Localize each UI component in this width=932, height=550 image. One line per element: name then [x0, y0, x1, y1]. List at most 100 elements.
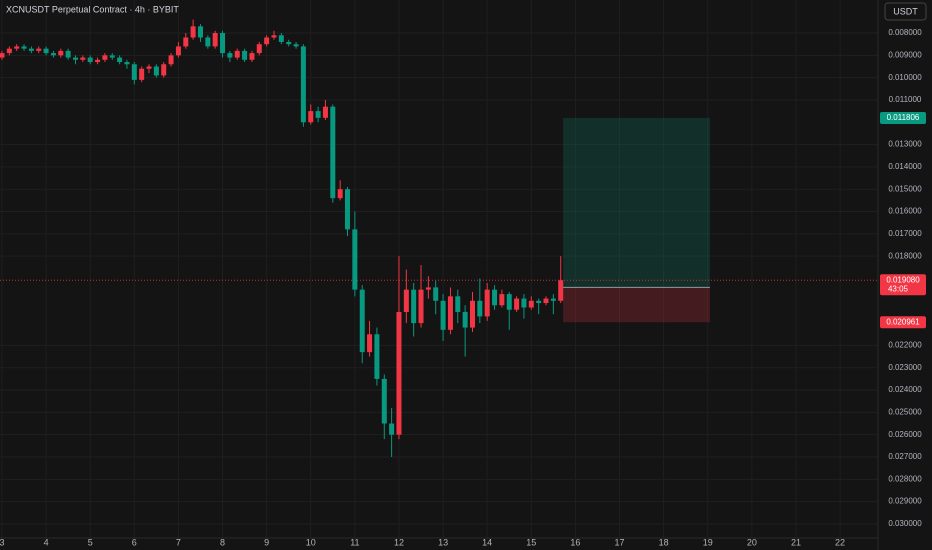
- y-tick-label: 0.015000: [888, 184, 922, 193]
- countdown: 43:05: [888, 284, 909, 293]
- x-tick-label: 4: [44, 537, 49, 547]
- candle-body: [21, 46, 27, 49]
- currency-button-label[interactable]: USDT: [893, 6, 918, 16]
- x-tick-label: 14: [482, 537, 492, 547]
- y-tick-label: 0.017000: [888, 229, 922, 238]
- candle-body: [492, 289, 498, 306]
- grid: [0, 0, 878, 538]
- x-tick-label: 18: [659, 537, 669, 547]
- candle-body: [278, 35, 284, 42]
- candle-body: [374, 334, 380, 379]
- candle-body: [50, 53, 56, 56]
- candle-body: [521, 298, 527, 308]
- candle-body: [271, 35, 277, 38]
- candle-body: [447, 296, 453, 330]
- position: [0, 117, 878, 323]
- candle-body: [256, 44, 262, 54]
- stop-label: 0.020961: [886, 317, 920, 326]
- candle-body: [153, 66, 159, 76]
- candle-body: [528, 300, 534, 308]
- candle-body: [396, 311, 402, 435]
- x-tick-label: 7: [176, 537, 181, 547]
- candle-body: [425, 287, 431, 290]
- candle-body: [389, 423, 395, 435]
- y-tick-label: 0.014000: [888, 162, 922, 171]
- x-tick-label: 5: [88, 537, 93, 547]
- candle-body: [117, 57, 123, 63]
- stop-label-box: [880, 316, 926, 329]
- candle-body: [109, 55, 115, 58]
- y-tick-label: 0.026000: [888, 430, 922, 439]
- y-tick-label: 0.030000: [888, 519, 922, 528]
- candle-body: [220, 33, 226, 54]
- x-tick-label: 15: [526, 537, 536, 547]
- x-tick-label: 16: [570, 537, 580, 547]
- candle-body: [367, 334, 373, 353]
- candle-body: [477, 300, 483, 317]
- y-tick-label: 0.008000: [888, 28, 922, 37]
- target-label-box: [880, 111, 926, 124]
- candle-body: [506, 294, 512, 310]
- candle-body: [36, 48, 42, 51]
- candle-body: [499, 294, 505, 306]
- y-tick-label: 0.024000: [888, 385, 922, 394]
- x-tick-label: 9: [264, 537, 269, 547]
- target-zone: [563, 117, 710, 288]
- candle-body: [58, 50, 64, 56]
- x-tick-label: 13: [438, 537, 448, 547]
- y-tick-label: 0.011000: [889, 95, 922, 104]
- candle-body: [249, 53, 255, 60]
- candle-body: [139, 68, 145, 80]
- y-tick-label: 0.013000: [888, 140, 922, 149]
- candle-body: [190, 26, 196, 38]
- stop-zone: [563, 287, 710, 323]
- candle-body: [95, 59, 101, 63]
- candle-body: [352, 229, 358, 290]
- candle-body: [344, 189, 350, 230]
- candle-body: [484, 289, 490, 317]
- candle-body: [65, 50, 71, 58]
- y-tick-label: 0.028000: [888, 474, 922, 483]
- x-tick-label: 11: [350, 537, 359, 547]
- x-tick-label: 12: [394, 537, 404, 547]
- y-tick-label: 0.009000: [888, 50, 922, 59]
- candle-body: [470, 300, 476, 328]
- x-tick-label: 19: [703, 537, 713, 547]
- candle-body: [543, 298, 549, 304]
- candle-body: [205, 37, 211, 47]
- candle-body: [146, 66, 152, 69]
- candle-body: [28, 48, 34, 51]
- candle-body: [403, 289, 409, 312]
- currency-button[interactable]: [884, 2, 927, 21]
- axes: 0.008000 0.009000 0.010000 0.011000 0.013000…: [0, 28, 926, 547]
- candle-body: [234, 50, 240, 58]
- x-tick-label: 10: [306, 537, 316, 547]
- x-tick-label: 20: [747, 537, 757, 547]
- x-tick-label: 3: [0, 537, 4, 547]
- x-tick-label: 17: [615, 537, 625, 547]
- y-tick-label: 0.029000: [888, 497, 922, 506]
- last-price-label: 0.019080: [886, 275, 920, 284]
- candle-body: [183, 37, 189, 47]
- candle-body: [433, 287, 439, 301]
- y-tick-label: 0.016000: [888, 207, 922, 216]
- chart-title: XCNUSDT Perpetual Contract · 4h · BYBIT: [6, 4, 179, 14]
- candle-body: [102, 55, 108, 60]
- candle-body: [14, 46, 20, 49]
- x-tick-label: 8: [220, 537, 225, 547]
- candle-body: [308, 111, 314, 123]
- y-tick-label: 0.023000: [888, 363, 922, 372]
- y-tick-label: 0.025000: [888, 407, 922, 416]
- candle-body: [124, 62, 130, 65]
- candle-body: [80, 57, 86, 60]
- candle-body: [293, 44, 299, 47]
- candle-body: [197, 26, 203, 38]
- candle-body: [73, 57, 79, 60]
- candle-body: [550, 298, 556, 301]
- candle-body: [381, 378, 387, 424]
- x-tick-label: 22: [835, 537, 845, 547]
- candle-body: [300, 46, 306, 123]
- candles: [0, 19, 564, 457]
